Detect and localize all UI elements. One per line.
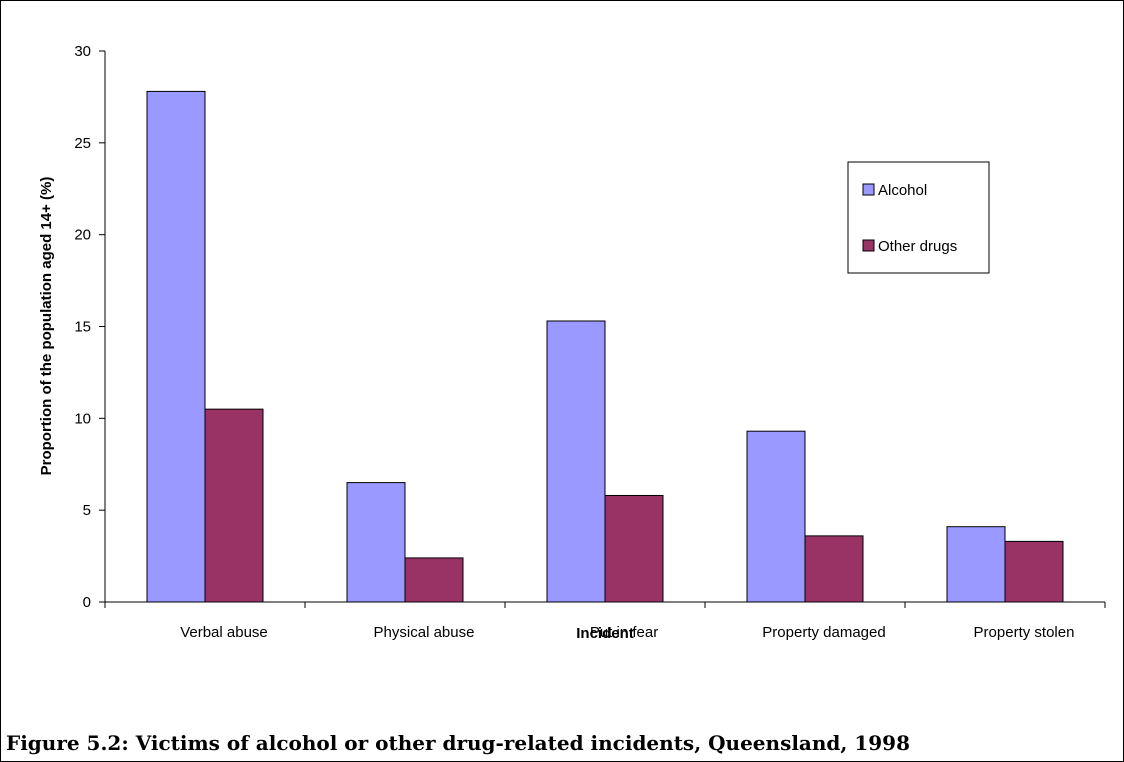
bar-other-drugs — [804, 535, 864, 603]
legend-box — [847, 161, 990, 274]
y-axis-title: Proportion of the population aged 14+ (%… — [38, 177, 55, 476]
bar-alcohol — [546, 320, 606, 603]
x-tick-label: Property stolen — [974, 624, 1075, 641]
y-tick-label: 5 — [83, 502, 91, 519]
x-tick-label: Verbal abuse — [180, 624, 268, 641]
bar-other-drugs — [1004, 540, 1064, 603]
y-tick-label: 10 — [74, 410, 91, 427]
figure-caption: Figure 5.2: Victims of alcohol or other … — [6, 731, 911, 755]
ticks-group: 0 5 10 15 20 25 30 Verbal abuse Physical abuse Pu… — [74, 43, 1106, 641]
x-tick-label: Property damaged — [762, 624, 885, 641]
bar-alcohol — [746, 430, 806, 603]
bar-alcohol — [146, 90, 206, 603]
y-tick-label: 15 — [74, 319, 91, 336]
legend-label: Alcohol — [878, 182, 927, 199]
bar-other-drugs — [204, 408, 264, 603]
y-tick-label: 25 — [74, 135, 91, 152]
y-tick-label: 0 — [83, 594, 91, 611]
legend-swatch — [862, 239, 875, 252]
bar-other-drugs — [404, 557, 464, 603]
legend: Alcohol Other drugs — [847, 161, 990, 274]
legend-swatch — [862, 183, 875, 196]
bar-alcohol — [346, 482, 406, 603]
legend-label: Other drugs — [878, 238, 957, 255]
x-tick-label: Physical abuse — [374, 624, 475, 641]
bar-other-drugs — [604, 494, 664, 603]
bar-alcohol — [946, 526, 1006, 603]
y-tick-label: 20 — [74, 227, 91, 244]
x-tick-label: Put in fear — [590, 624, 658, 641]
x-axis-title: Incident — [576, 625, 634, 642]
bar-chart: 0 5 10 15 20 25 30 Verbal abuse Physical abuse Pu… — [38, 43, 1106, 642]
y-tick-label: 30 — [74, 43, 91, 60]
